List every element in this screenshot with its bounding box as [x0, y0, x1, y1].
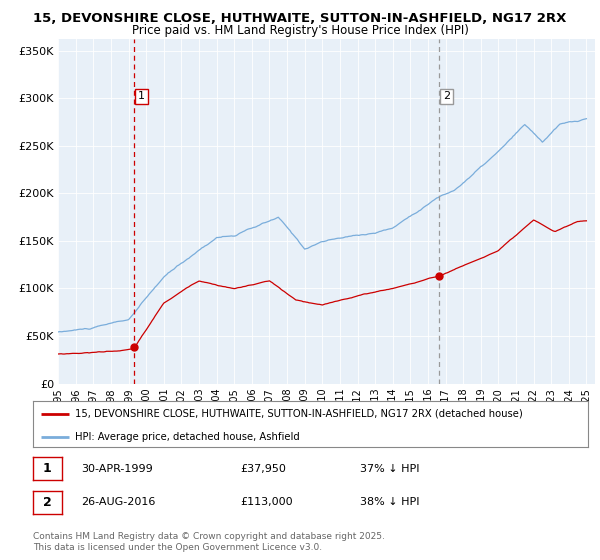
Text: 2: 2 — [43, 496, 52, 509]
Text: 1: 1 — [138, 91, 145, 101]
Text: 15, DEVONSHIRE CLOSE, HUTHWAITE, SUTTON-IN-ASHFIELD, NG17 2RX: 15, DEVONSHIRE CLOSE, HUTHWAITE, SUTTON-… — [34, 12, 566, 25]
Text: 26-AUG-2016: 26-AUG-2016 — [81, 497, 155, 507]
Text: 15, DEVONSHIRE CLOSE, HUTHWAITE, SUTTON-IN-ASHFIELD, NG17 2RX (detached house): 15, DEVONSHIRE CLOSE, HUTHWAITE, SUTTON-… — [74, 409, 523, 419]
Text: Price paid vs. HM Land Registry's House Price Index (HPI): Price paid vs. HM Land Registry's House … — [131, 24, 469, 36]
Text: 37% ↓ HPI: 37% ↓ HPI — [360, 464, 419, 474]
Text: HPI: Average price, detached house, Ashfield: HPI: Average price, detached house, Ashf… — [74, 432, 299, 442]
Text: £113,000: £113,000 — [240, 497, 293, 507]
Text: Contains HM Land Registry data © Crown copyright and database right 2025.: Contains HM Land Registry data © Crown c… — [33, 532, 385, 541]
Text: 30-APR-1999: 30-APR-1999 — [81, 464, 153, 474]
Text: 1: 1 — [43, 462, 52, 475]
Text: 38% ↓ HPI: 38% ↓ HPI — [360, 497, 419, 507]
Text: This data is licensed under the Open Government Licence v3.0.: This data is licensed under the Open Gov… — [33, 543, 322, 552]
Text: 2: 2 — [443, 91, 450, 101]
Text: £37,950: £37,950 — [240, 464, 286, 474]
